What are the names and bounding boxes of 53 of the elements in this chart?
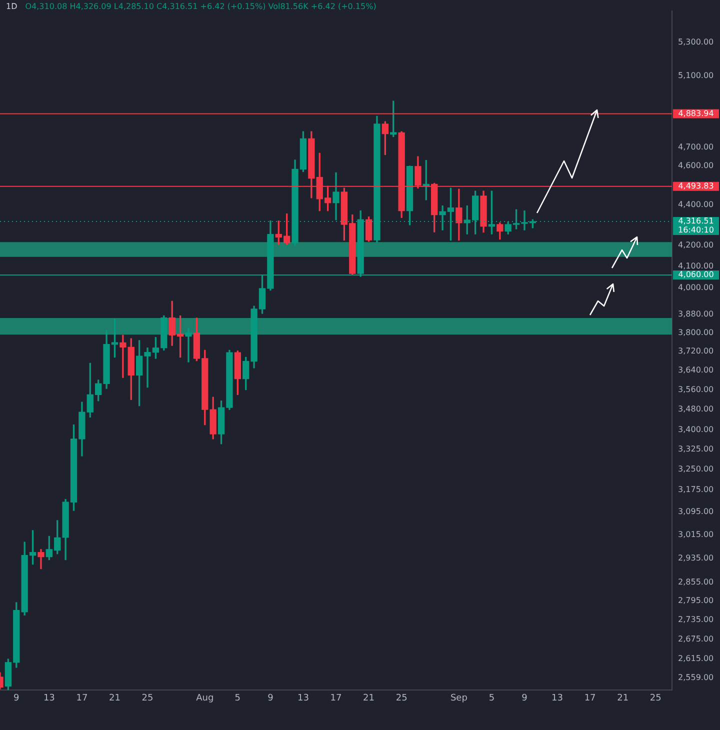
x-tick-label: 9 — [522, 694, 528, 704]
x-tick-label: 25 — [142, 694, 154, 704]
x-tick-label: 25 — [396, 694, 408, 704]
x-tick-label: Aug — [196, 694, 214, 704]
x-tick-label: Sep — [450, 694, 468, 704]
x-tick-label: 5 — [488, 694, 495, 704]
x-tick-label: 5 — [234, 694, 241, 704]
ref-line-label: 4,883.94 — [678, 108, 714, 118]
y-tick-label: 3,560.00 — [678, 384, 714, 394]
text: 16:40:10 — [678, 226, 714, 235]
y-tick-label: 4,700.00 — [678, 142, 714, 152]
x-tick-label: 13 — [297, 694, 309, 704]
y-tick-label: 2,855.00 — [678, 578, 714, 586]
y-tick-label: 2,675.00 — [678, 634, 714, 644]
chart-title: 1D — [6, 2, 18, 12]
y-tick-label: 4,400.00 — [678, 200, 714, 209]
ref-line-label: 4,493.83 — [678, 181, 714, 190]
x-tick-label: 13 — [552, 694, 563, 704]
x-tick-label: 17 — [76, 694, 88, 704]
y-tick-label: 3,250.00 — [678, 464, 714, 474]
y-tick-label: 3,015.00 — [678, 530, 714, 539]
y-tick-label: 4,200.00 — [678, 240, 714, 250]
y-tick-label: 4,600.00 — [678, 161, 714, 170]
x-tick-label: 17 — [584, 694, 596, 704]
y-tick-label: 3,880.00 — [678, 310, 714, 319]
x-tick-label: 9 — [268, 694, 274, 704]
y-tick-label: 2,935.00 — [678, 553, 714, 562]
x-tick-label: 13 — [43, 694, 55, 704]
y-tick-label: 5,100.00 — [678, 71, 714, 80]
y-tick-label: 3,480.00 — [678, 404, 714, 414]
y-tick-label: 2,559.00 — [678, 673, 714, 682]
ref-line-label: 4,316.51 — [678, 216, 714, 226]
x-tick-label: 21 — [109, 694, 120, 704]
y-tick-label: 3,325.00 — [678, 444, 714, 454]
chart-subtitle: O4,310.08 H4,326.09 L4,285.10 C4,316.51 +6.42 (+0.15%) Vol81.56K +6.42 (+0.15%) — [25, 2, 376, 12]
y-tick-label: 3,095.00 — [678, 507, 714, 516]
y-tick-label: 4,000.00 — [678, 283, 714, 292]
y-tick-label: 2,615.00 — [678, 654, 714, 664]
x-tick-label: 25 — [650, 694, 662, 704]
y-tick-label: 2,795.00 — [678, 596, 714, 606]
y-tick-label: 3,400.00 — [678, 424, 714, 434]
ref-line-label: 4,060.00 — [678, 270, 714, 280]
y-tick-label: 3,720.00 — [678, 346, 714, 356]
y-tick-label: 2,735.00 — [678, 614, 714, 624]
x-tick-label: 21 — [617, 694, 629, 704]
x-tick-label: 17 — [330, 694, 342, 704]
x-tick-label: 21 — [363, 694, 375, 704]
y-tick-label: 3,800.00 — [678, 328, 714, 337]
y-tick-label: 3,175.00 — [678, 484, 714, 494]
y-tick-label: 3,640.00 — [678, 365, 714, 374]
y-tick-label: 4,100.00 — [678, 262, 714, 271]
x-tick-label: 9 — [14, 694, 20, 704]
y-tick-label: 5,300.00 — [678, 37, 714, 46]
